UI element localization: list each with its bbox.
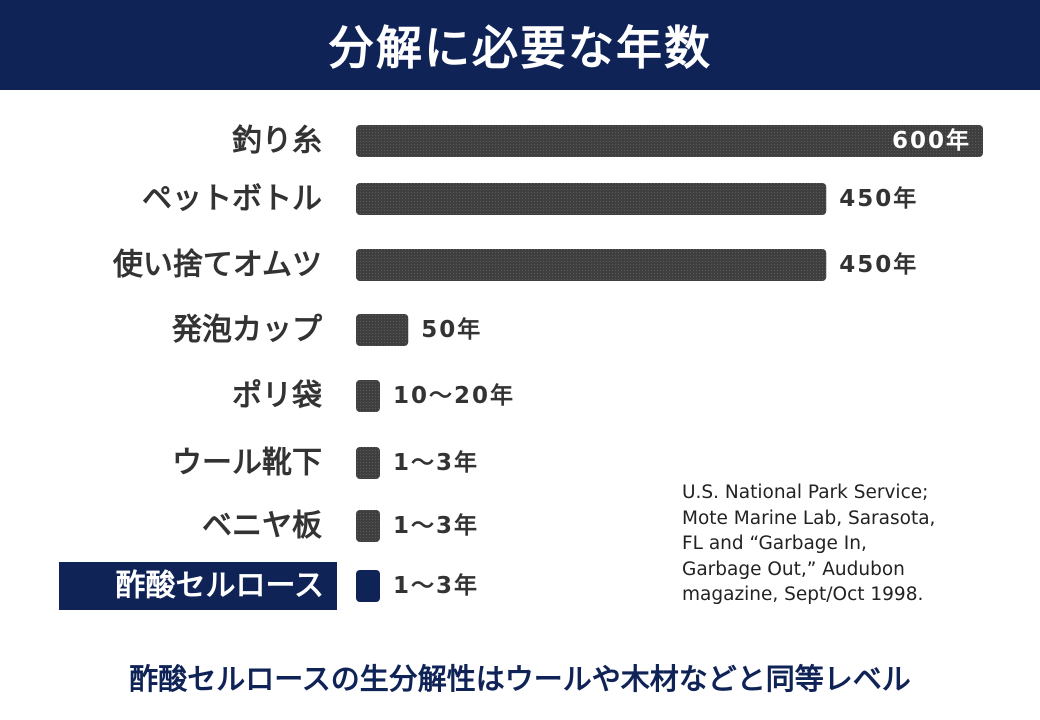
- value-label: 450年: [839, 185, 918, 212]
- value-label: 1〜3年: [393, 572, 479, 599]
- category-label: ポリ袋: [232, 379, 322, 414]
- footer-caption: 酢酸セルロースの生分解性はウールや木材などと同等レベル: [129, 662, 911, 696]
- category-label: ペットボトル: [142, 182, 322, 217]
- bar: [356, 249, 827, 281]
- category-label: ウール靴下: [172, 446, 322, 481]
- value-label: 10〜20年: [393, 382, 515, 409]
- bar: [356, 380, 380, 412]
- source-citation: U.S. National Park Service; Mote Marine …: [682, 482, 936, 605]
- value-label: 1〜3年: [393, 512, 479, 539]
- highlight-label-box: [59, 562, 337, 610]
- category-label: 酢酸セルロース: [116, 569, 325, 604]
- value-label: 50年: [421, 316, 482, 343]
- bar: [356, 570, 380, 602]
- category-label: ベニヤ板: [202, 509, 322, 544]
- bar: [356, 125, 983, 157]
- bar: [356, 447, 380, 479]
- title-banner: 分解に必要な年数: [0, 0, 1040, 90]
- value-label: 450年: [839, 251, 918, 278]
- bar: [356, 510, 380, 542]
- bar: [356, 314, 409, 346]
- category-label: 使い捨てオムツ: [112, 248, 322, 283]
- value-label: 600年: [892, 127, 971, 154]
- category-label: 釣り糸: [232, 124, 322, 159]
- bar: [356, 183, 827, 215]
- value-label: 1〜3年: [393, 449, 479, 476]
- page-title: 分解に必要な年数: [328, 21, 712, 75]
- category-label: 発泡カップ: [171, 313, 323, 348]
